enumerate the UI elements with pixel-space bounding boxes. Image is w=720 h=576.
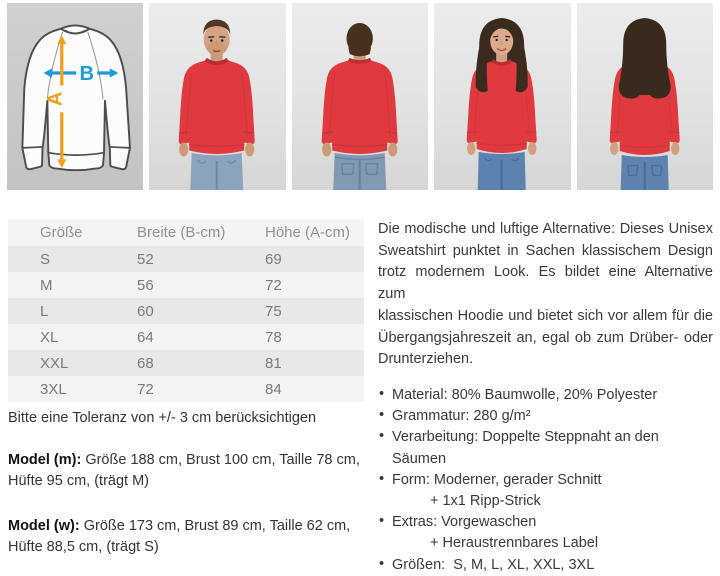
table-row: M 56 72 [8, 272, 364, 298]
photo-man-back [291, 3, 429, 190]
model-m-label: Model (m): [8, 452, 82, 468]
woman-back-photo [609, 18, 680, 190]
width-arrow-icon: B [43, 63, 119, 85]
model-m-info: Model (m): Größe 188 cm, Brust 100 cm, T… [8, 450, 364, 492]
description-paragraph: klassischen Hoodie und bietet sich vor a… [378, 307, 713, 368]
woman-front-photo [466, 18, 537, 190]
product-feature-list: Material: 80% Baumwolle, 20% Polyester G… [378, 384, 713, 576]
height-label: A [45, 91, 67, 106]
list-item: Material: 80% Baumwolle, 20% Polyester [378, 384, 713, 406]
table-row: 3XL 72 84 [8, 376, 364, 402]
col-width: Breite (B-cm) [137, 219, 265, 246]
hands [467, 142, 537, 155]
model-w-text: Größe 173 cm, Brust 89 cm, Taille 62 cm,… [8, 518, 351, 555]
table-row: L 60 75 [8, 298, 364, 324]
col-height: Höhe (A-cm) [265, 219, 364, 246]
model-w-info: Model (w): Größe 173 cm, Brust 89 cm, Ta… [8, 516, 364, 558]
man-front-photo [179, 19, 256, 190]
list-item: Grammatur: 280 g/m² [378, 405, 713, 427]
product-description-section: Die modische und luftige Alternative: Di… [378, 219, 713, 576]
man-back-photo [321, 23, 398, 190]
hands [179, 142, 255, 157]
list-item: Extras: Vorgewaschen + Heraustrennbares … [378, 511, 713, 554]
model-m-text: Größe 188 cm, Brust 100 cm, Taille 78 cm… [8, 452, 360, 489]
product-gallery: B A [7, 3, 714, 190]
neck [496, 53, 508, 63]
list-item: Verarbeitung: Doppelte Steppnaht an den … [378, 426, 713, 469]
height-arrow-icon: A [45, 35, 67, 169]
list-item: Größen: S, M, L, XL, XXL, 3XL [378, 554, 713, 576]
hair [618, 18, 671, 99]
jeans [190, 153, 244, 190]
face [490, 23, 514, 55]
jeans [477, 152, 526, 190]
size-diagram-cell: B A [7, 3, 144, 190]
hands [609, 142, 680, 155]
width-label: B [79, 63, 94, 85]
col-size: Größe [8, 219, 137, 246]
list-item: Form: Moderner, gerader Schnitt + 1x1 Ri… [378, 469, 713, 512]
size-chart-section: Größe Breite (B-cm) Höhe (A-cm) S 52 69 … [8, 219, 364, 573]
sweatshirt [179, 57, 256, 154]
photo-woman-back [576, 3, 714, 190]
jeans [333, 153, 387, 190]
list-item-subline: + 1x1 Ripp-Strick [430, 492, 541, 509]
sweatshirt [321, 57, 398, 154]
head [346, 23, 373, 57]
table-row: XL 64 78 [8, 324, 364, 350]
size-table-header: Größe Breite (B-cm) Höhe (A-cm) [8, 219, 364, 246]
photo-woman-front [434, 3, 571, 190]
size-table: Größe Breite (B-cm) Höhe (A-cm) S 52 69 … [8, 219, 364, 402]
jeans [620, 155, 669, 190]
hands [321, 142, 398, 157]
list-item-subline: + Heraustrennbares Label [430, 535, 599, 552]
description-paragraphs: Die modische und luftige Alternative: Di… [378, 219, 713, 371]
hair-front [475, 41, 528, 93]
table-row: S 52 69 [8, 246, 364, 272]
model-w-label: Model (w): [8, 518, 80, 534]
table-row: XXL 68 81 [8, 350, 364, 376]
neck [211, 53, 224, 63]
photo-man-front [149, 3, 286, 190]
sweatshirt-measure-diagram-icon: B A [21, 24, 131, 172]
head [203, 19, 231, 56]
description-paragraph: Die modische und luftige Alternative: Di… [378, 221, 713, 303]
tolerance-note: Bitte eine Toleranz von +/- 3 cm berücks… [8, 410, 317, 426]
